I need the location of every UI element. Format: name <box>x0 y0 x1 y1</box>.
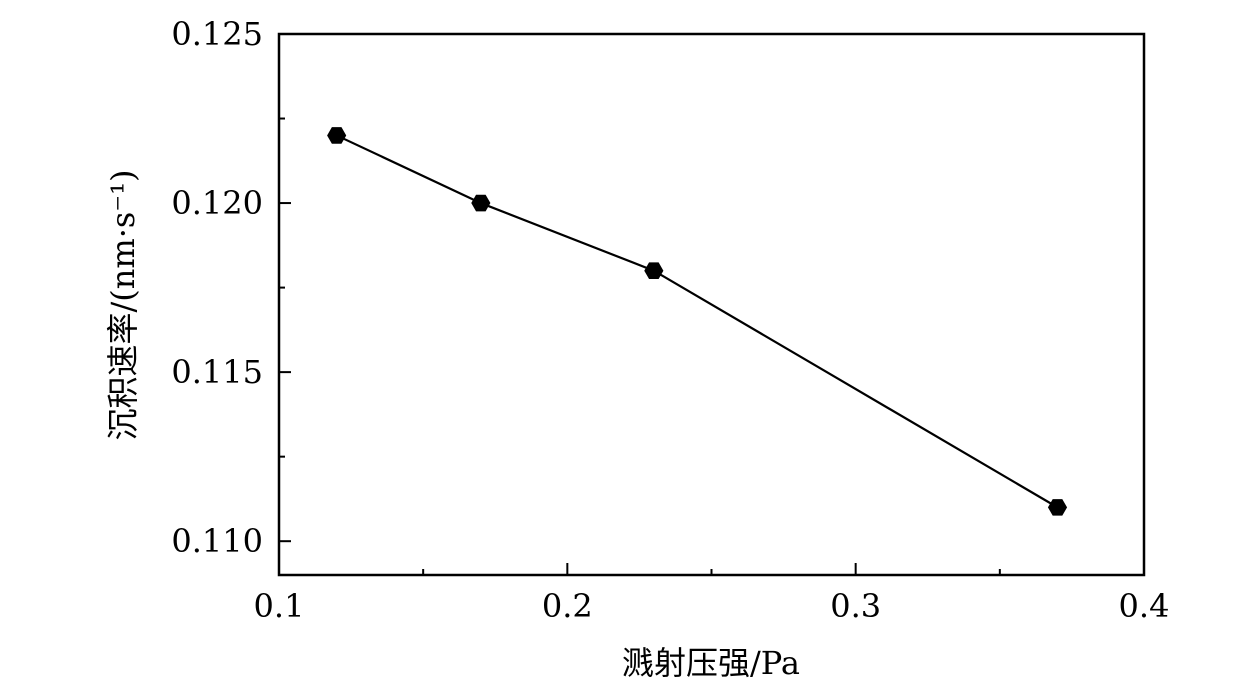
data-point <box>471 194 491 212</box>
y-tick-label: 0.110 <box>171 522 263 560</box>
y-tick-label: 0.120 <box>171 184 263 222</box>
x-tick-label: 0.3 <box>830 587 881 625</box>
y-tick-label: 0.125 <box>171 15 263 53</box>
series-layer <box>327 127 1068 516</box>
y-tick-label: 0.115 <box>171 353 263 391</box>
data-point <box>644 262 664 279</box>
x-tick-label: 0.1 <box>254 587 305 625</box>
minor-ticks <box>279 117 1001 575</box>
x-tick-label: 0.2 <box>542 587 593 625</box>
y-axis-label: 沉积速率/(nm·s⁻¹) <box>104 169 142 440</box>
x-axis-label: 溅射压强/Pa <box>622 644 800 682</box>
data-point <box>1047 499 1068 516</box>
plot-frame <box>277 32 1146 577</box>
series-line <box>336 134 1059 509</box>
tick-labels: 0.1 0.2 0.3 0.4 0.110 0.115 0.120 0.125 <box>171 15 1169 625</box>
data-point <box>327 127 347 144</box>
x-tick-label: 0.4 <box>1119 587 1170 625</box>
